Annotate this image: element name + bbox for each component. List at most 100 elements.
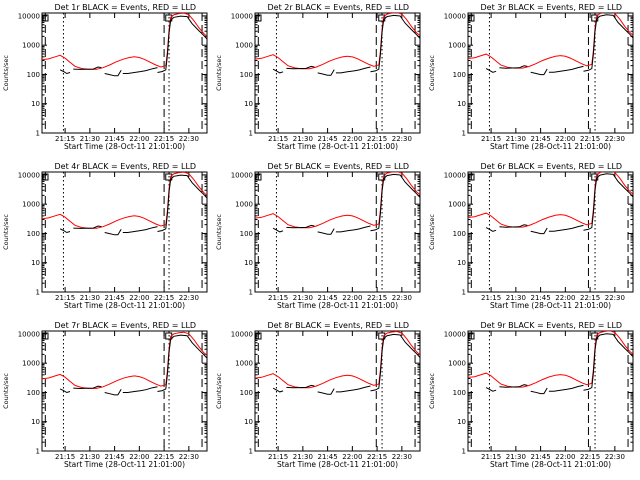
- interval-marker: [42, 173, 49, 181]
- lld-series-line: [42, 172, 207, 229]
- events-series-line: [530, 387, 548, 395]
- x-tick-label: 21:45: [318, 294, 338, 302]
- y-tick-label: 1000: [448, 42, 466, 50]
- interval-marker: [42, 14, 49, 22]
- y-tick-label: 1000: [448, 201, 466, 209]
- y-tick-label: 10: [457, 418, 466, 426]
- y-tick-label: 1: [36, 130, 40, 138]
- chart-panel-7: Det 7r BLACK = Events, RED = LLD Counts/s…: [2, 321, 208, 469]
- y-tick-label: 100: [453, 230, 466, 238]
- x-axis-label: Start Time (28-Oct-11 21:01:00): [490, 460, 611, 469]
- x-tick-label: 21:45: [531, 453, 551, 461]
- x-axis-label: Start Time (28-Oct-11 21:01:00): [277, 460, 398, 469]
- x-tick-label: 21:45: [531, 135, 551, 143]
- x-tick-label: 21:30: [293, 135, 313, 143]
- x-tick-label: 21:30: [293, 453, 313, 461]
- x-tick-label: 22:00: [555, 294, 575, 302]
- x-axis-label: Start Time (28-Oct-11 21:01:00): [490, 142, 611, 151]
- x-tick-label: 21:30: [506, 453, 526, 461]
- events-series-line: [59, 69, 71, 75]
- y-tick-label: 10: [457, 100, 466, 108]
- y-tick-label: 100: [453, 71, 466, 79]
- events-series-line: [485, 387, 497, 392]
- y-tick-label: 100: [453, 389, 466, 397]
- chart-panel-2: Det 2r BLACK = Events, RED = LLD Counts/s…: [215, 3, 421, 151]
- events-series-line: [548, 224, 584, 232]
- x-tick-label: 21:15: [268, 294, 288, 302]
- events-series-line: [157, 174, 207, 232]
- x-tick-label: 22:00: [342, 135, 362, 143]
- events-series-line: [122, 386, 158, 393]
- events-series-line: [157, 334, 207, 392]
- events-series-line: [499, 224, 528, 228]
- lld-series-line: [468, 172, 633, 228]
- events-series-line: [370, 14, 420, 73]
- x-tick-label: 22:15: [367, 135, 387, 143]
- events-series-line: [548, 65, 584, 73]
- x-tick-label: 21:45: [105, 294, 125, 302]
- y-tick-label: 1000: [448, 360, 466, 368]
- x-tick-label: 22:15: [154, 135, 174, 143]
- y-tick-label: 10000: [444, 12, 466, 20]
- y-axis-label: Counts/sec: [2, 373, 10, 409]
- chart-panel-8: Det 8r BLACK = Events, RED = LLD Counts/s…: [215, 321, 421, 469]
- x-tick-label: 21:15: [268, 453, 288, 461]
- x-tick-label: 22:00: [129, 453, 149, 461]
- chart-title: Det 7r BLACK = Events, RED = LLD: [55, 321, 197, 330]
- events-series-line: [335, 66, 371, 74]
- y-axis-label: Counts/sec: [215, 214, 223, 250]
- x-tick-label: 21:15: [268, 135, 288, 143]
- y-axis-label: Counts/sec: [428, 214, 436, 250]
- interval-marker: [378, 332, 386, 340]
- chart-title: Det 5r BLACK = Events, RED = LLD: [268, 162, 410, 171]
- x-tick-label: 21:15: [481, 294, 501, 302]
- events-series-line: [122, 226, 158, 233]
- y-tick-label: 1: [462, 289, 466, 297]
- x-tick-label: 21:15: [55, 294, 75, 302]
- y-tick-label: 10000: [231, 171, 253, 179]
- events-series-line: [272, 227, 284, 233]
- lld-series-line: [468, 13, 633, 69]
- events-series-line: [370, 173, 420, 232]
- events-series-line: [499, 65, 528, 69]
- events-series-line: [73, 66, 102, 70]
- plot-frame: [254, 12, 421, 134]
- y-tick-label: 1: [36, 289, 40, 297]
- events-series-line: [583, 14, 633, 72]
- interval-marker: [468, 332, 475, 340]
- events-series-line: [335, 385, 371, 393]
- y-tick-label: 10: [244, 259, 253, 267]
- chart-panel-5: Det 5r BLACK = Events, RED = LLD Counts/s…: [215, 162, 421, 310]
- x-axis-label: Start Time (28-Oct-11 21:01:00): [277, 301, 398, 310]
- y-axis-label: Counts/sec: [428, 373, 436, 409]
- x-tick-label: 21:45: [318, 135, 338, 143]
- y-tick-label: 1000: [22, 360, 40, 368]
- x-tick-label: 21:30: [293, 294, 313, 302]
- x-tick-label: 22:15: [580, 135, 600, 143]
- x-tick-label: 22:15: [154, 453, 174, 461]
- x-tick-label: 22:00: [342, 453, 362, 461]
- interval-marker: [468, 173, 475, 181]
- x-tick-label: 22:30: [179, 294, 199, 302]
- x-tick-label: 22:00: [129, 135, 149, 143]
- x-tick-label: 22:30: [179, 453, 199, 461]
- x-tick-label: 21:30: [80, 135, 100, 143]
- lld-series-line: [255, 13, 420, 70]
- y-tick-label: 100: [240, 389, 253, 397]
- y-tick-label: 10000: [231, 330, 253, 338]
- interval-marker: [468, 14, 475, 22]
- x-tick-label: 21:15: [481, 453, 501, 461]
- x-tick-label: 22:15: [367, 453, 387, 461]
- events-series-line: [59, 388, 71, 394]
- x-tick-label: 21:30: [80, 453, 100, 461]
- events-series-line: [286, 65, 315, 70]
- x-axis-label: Start Time (28-Oct-11 21:01:00): [64, 460, 185, 469]
- x-tick-label: 22:00: [555, 135, 575, 143]
- events-series-line: [73, 225, 102, 229]
- x-tick-label: 21:45: [105, 453, 125, 461]
- events-series-line: [499, 384, 528, 388]
- x-tick-label: 21:45: [531, 294, 551, 302]
- y-tick-label: 1000: [22, 42, 40, 50]
- y-axis-label: Counts/sec: [2, 55, 10, 91]
- y-tick-label: 1000: [235, 201, 253, 209]
